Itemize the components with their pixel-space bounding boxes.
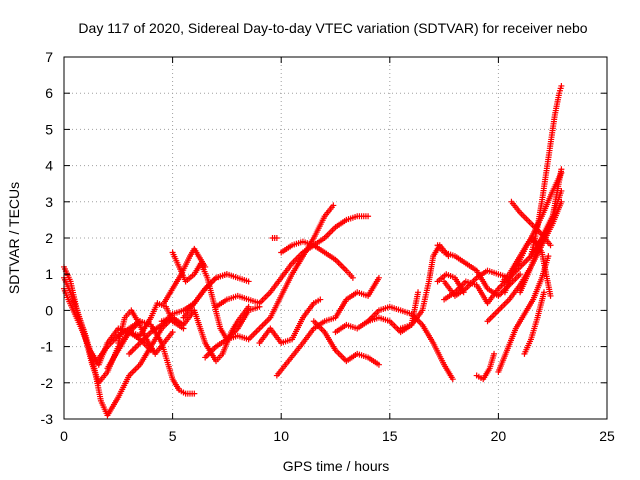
series-arc-30 xyxy=(517,166,565,296)
series-arc-16 xyxy=(278,238,356,281)
x-tick-label: 20 xyxy=(491,428,507,444)
data-point xyxy=(558,82,565,89)
y-tick-label: -3 xyxy=(41,411,54,427)
x-tick-label: 0 xyxy=(60,428,68,444)
series-arc-10 xyxy=(158,303,252,365)
series-arc-17 xyxy=(273,274,382,379)
series-arc-25 xyxy=(473,350,498,383)
series-arc-11 xyxy=(180,271,252,321)
data-point xyxy=(202,263,209,270)
y-tick-label: -1 xyxy=(41,339,54,355)
data-point xyxy=(273,235,280,241)
data-point xyxy=(317,296,324,303)
series-arc-5 xyxy=(104,300,187,372)
data-point xyxy=(415,289,422,296)
data-point xyxy=(517,271,524,278)
y-tick-label: 5 xyxy=(45,121,53,137)
grid-lines xyxy=(64,57,607,419)
series-arc-28 xyxy=(501,235,554,299)
data-point xyxy=(191,390,198,397)
data-point xyxy=(491,350,498,357)
x-tick-label: 10 xyxy=(273,428,289,444)
series-arc-32 xyxy=(508,198,554,249)
series-arc-21 xyxy=(397,242,452,332)
data-point xyxy=(375,274,382,281)
series-arc-18 xyxy=(310,318,382,368)
y-tick-label: 4 xyxy=(45,158,53,174)
series-arc-12 xyxy=(202,202,337,361)
series-arc-14 xyxy=(269,235,280,241)
series-arc-29 xyxy=(495,253,552,375)
series-arc-33 xyxy=(521,289,548,357)
x-axis-label: GPS time / hours xyxy=(283,458,390,474)
series-arc-31 xyxy=(527,82,565,260)
axis-ticks: 0 5 10 15 20 25 -3 -2 -1 0 1 2 3 4 5 6 7 xyxy=(41,49,615,444)
data-point xyxy=(349,274,356,281)
chart-title: Day 117 of 2020, Sidereal Day-to-day VTE… xyxy=(78,20,587,36)
y-tick-label: -2 xyxy=(41,375,54,391)
data-point xyxy=(169,329,176,336)
series-arc-15 xyxy=(256,296,324,346)
y-tick-label: 2 xyxy=(45,230,53,246)
y-tick-label: 3 xyxy=(45,194,53,210)
data-point xyxy=(245,278,252,285)
data-point xyxy=(460,289,467,296)
data-point xyxy=(545,253,552,260)
x-tick-label: 5 xyxy=(169,428,177,444)
y-axis-label: SDTVAR / TECUs xyxy=(6,182,22,294)
data-point xyxy=(365,213,372,220)
data-point xyxy=(541,289,548,296)
data-point xyxy=(245,303,252,310)
data-point xyxy=(558,198,565,205)
data-point xyxy=(330,202,337,209)
series-arc-9 xyxy=(160,245,209,307)
series-arc-34 xyxy=(434,271,467,296)
data-point xyxy=(375,361,382,368)
data-point xyxy=(547,242,554,249)
y-tick-label: 7 xyxy=(45,49,53,65)
data-point xyxy=(449,376,456,383)
series-arc-22 xyxy=(434,242,524,299)
data-point xyxy=(547,292,554,299)
plot-frame xyxy=(63,56,608,420)
y-tick-label: 1 xyxy=(45,266,53,282)
series-arc-20 xyxy=(365,303,456,383)
data-marks xyxy=(61,82,565,419)
y-tick-label: 0 xyxy=(45,302,53,318)
data-point xyxy=(558,166,565,173)
series-arc-13 xyxy=(213,213,372,310)
y-tick-label: 6 xyxy=(45,85,53,101)
x-tick-label: 25 xyxy=(599,428,615,444)
x-tick-label: 15 xyxy=(382,428,398,444)
